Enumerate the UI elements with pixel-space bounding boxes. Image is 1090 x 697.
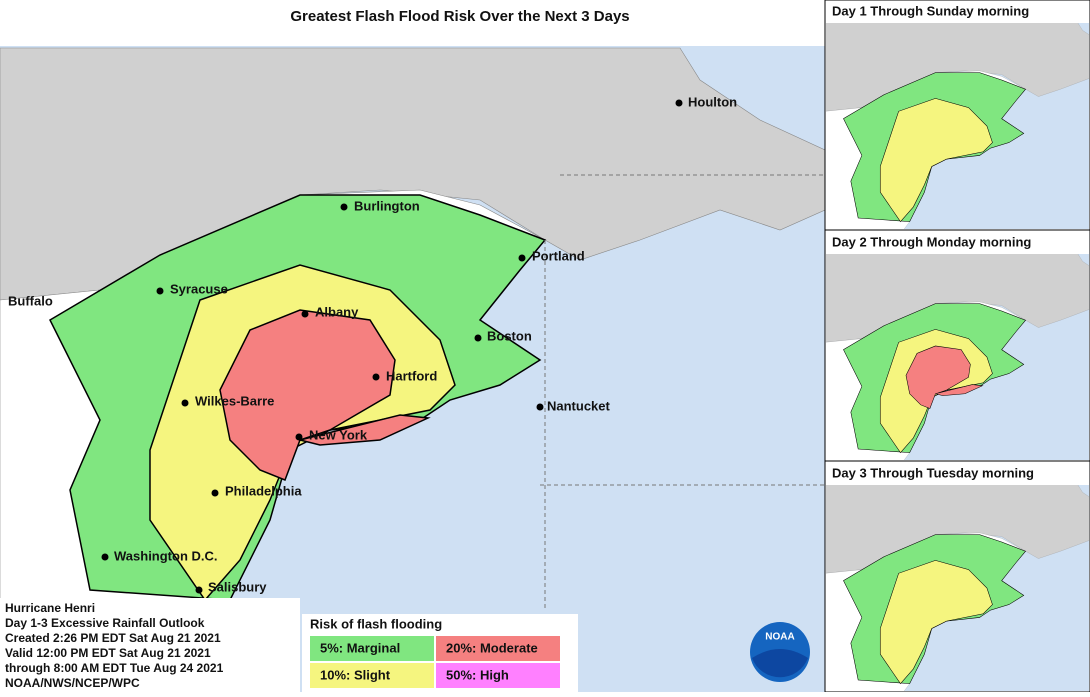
city-label: Nantucket [547, 398, 611, 413]
city-label: Wilkes-Barre [195, 393, 274, 408]
logo-text: NOAA [765, 632, 794, 643]
legend-label: 5%: Marginal [320, 640, 400, 655]
map-title: Greatest Flash Flood Risk Over the Next … [290, 8, 629, 25]
info-line: Hurricane Henri [5, 601, 95, 615]
city-label: Salisbury [208, 579, 267, 594]
city-label: Albany [315, 304, 359, 319]
city-label: New York [309, 427, 368, 442]
legend-swatch [310, 636, 434, 661]
city-label: Philadelphia [225, 483, 302, 498]
info-line: through 8:00 AM EDT Tue Aug 24 2021 [5, 661, 224, 675]
city-label: Syracuse [170, 281, 228, 296]
side-panels: Day 1 Through Sunday morning Day 2 Throug… [824, 0, 1090, 693]
city-label: Burlington [354, 198, 420, 213]
city-label: Houlton [688, 94, 737, 109]
legend-label: 10%: Slight [320, 667, 391, 682]
info-line: Created 2:26 PM EDT Sat Aug 21 2021 [5, 631, 221, 645]
panel-title: Day 3 Through Tuesday morning [832, 465, 1034, 480]
panel-title: Day 2 Through Monday morning [832, 234, 1031, 249]
panel-title: Day 1 Through Sunday morning [832, 3, 1029, 18]
legend-label: 50%: High [446, 667, 509, 682]
city-label: Buffalo [8, 293, 53, 308]
cities: Houlton Burlington Portland Syracuse Buf… [8, 94, 737, 594]
info-line: Day 1-3 Excessive Rainfall Outlook [5, 616, 205, 630]
info-line: Valid 12:00 PM EDT Sat Aug 21 2021 [5, 646, 211, 660]
legend: Risk of flash flooding 5%: Marginal 20%: … [302, 614, 578, 692]
legend-swatch [436, 663, 560, 688]
info-box: Hurricane Henri Day 1-3 Excessive Rainfa… [0, 598, 300, 692]
city-label: Hartford [386, 368, 437, 383]
main-map [0, 0, 825, 692]
legend-label: 20%: Moderate [446, 640, 538, 655]
noaa-logo: NOAA [750, 622, 810, 682]
city-label: Portland [532, 248, 585, 263]
legend-swatch [310, 663, 434, 688]
legend-title: Risk of flash flooding [310, 616, 442, 631]
legend-swatch [436, 636, 560, 661]
city-label: Boston [487, 328, 532, 343]
city-label: Washington D.C. [114, 548, 218, 563]
info-line: NOAA/NWS/NCEP/WPC [5, 676, 140, 690]
